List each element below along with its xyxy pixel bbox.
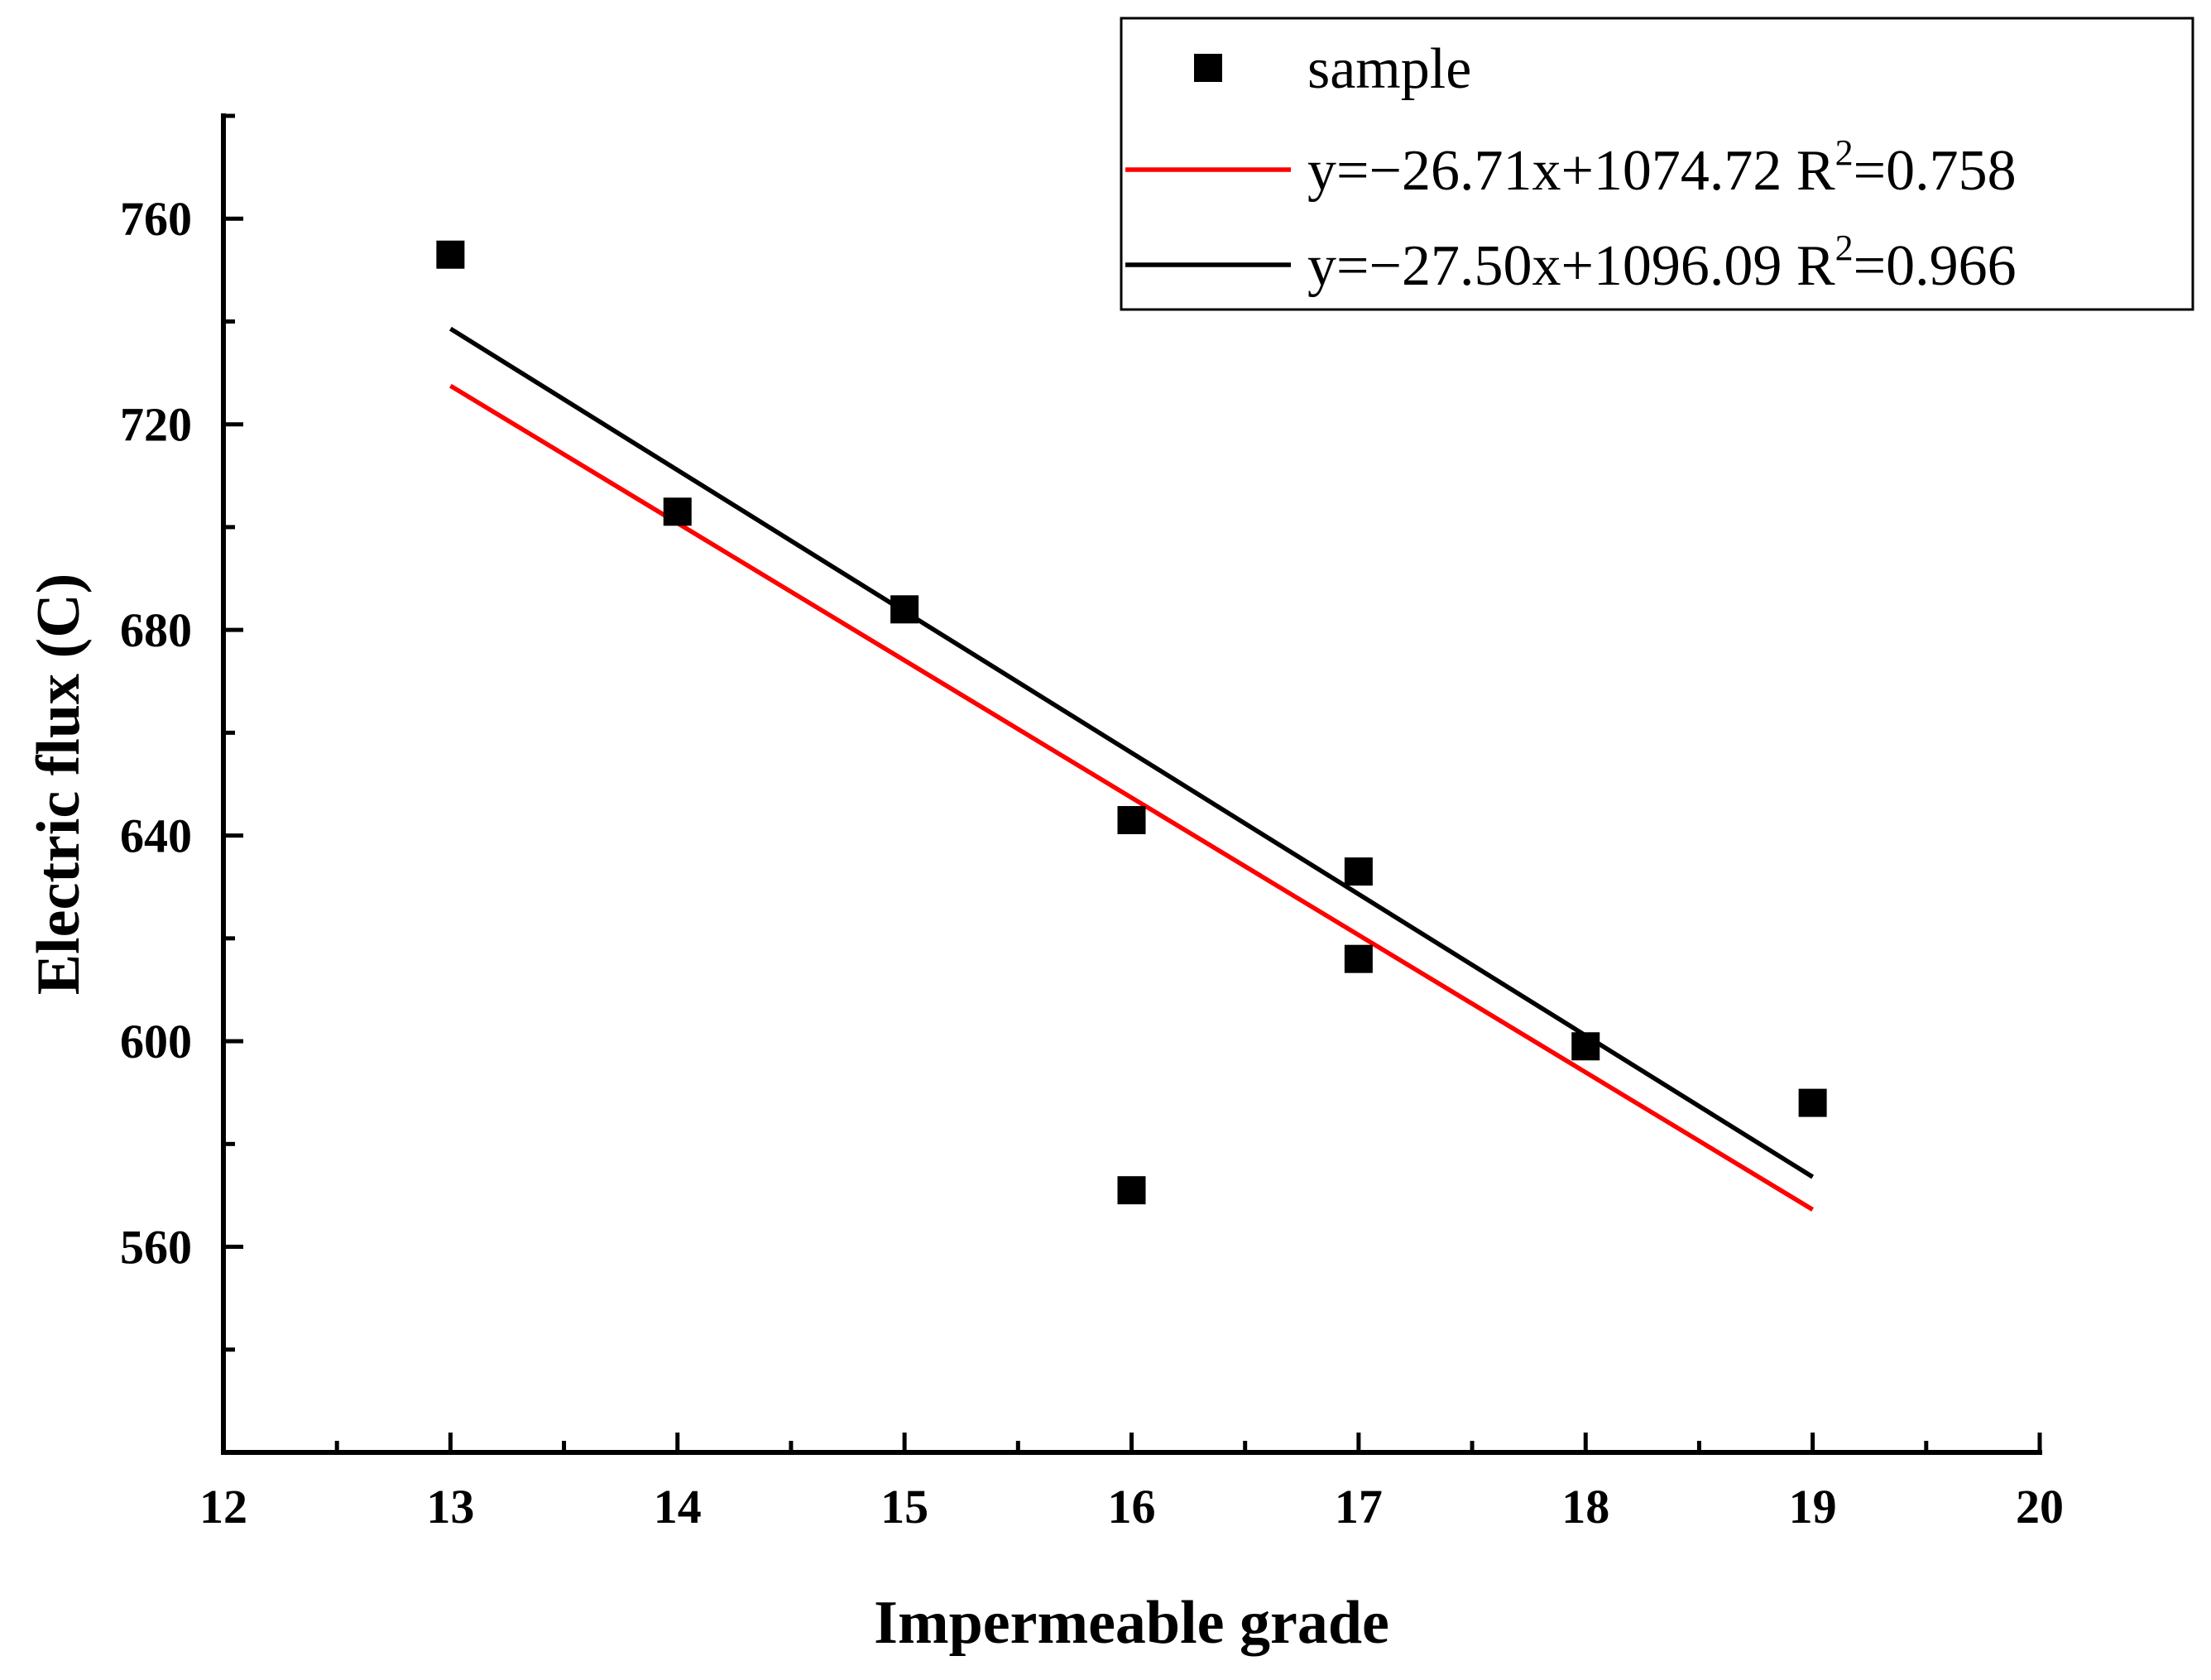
data-point xyxy=(1117,805,1146,834)
fit-line-black xyxy=(448,326,1815,1179)
x-tick-label: 18 xyxy=(1561,1480,1609,1534)
y-tick-label: 640 xyxy=(120,809,192,863)
x-tick-label: 14 xyxy=(654,1480,702,1534)
legend-label-red-fit: y=−26.71x+1074.72 R2=0.758 xyxy=(1307,132,2017,203)
y-tick-label: 680 xyxy=(120,603,192,657)
data-point xyxy=(1798,1088,1827,1117)
y-tick-label: 560 xyxy=(120,1221,192,1274)
data-point xyxy=(1117,1176,1146,1205)
data-point xyxy=(890,595,919,624)
data-point xyxy=(663,497,692,526)
legend-label-black-fit: y=−27.50x+1096.09 R2=0.966 xyxy=(1307,228,2017,298)
data-point xyxy=(1571,1032,1600,1061)
x-tick-label: 12 xyxy=(199,1480,247,1534)
fit-line-red xyxy=(448,383,1815,1212)
y-axis-title: Electric flux (C) xyxy=(25,574,93,996)
legend: sample y=−26.71x+1074.72 R2=0.758 y=−27.50… xyxy=(1120,17,2194,311)
legend-marker-square xyxy=(1194,54,1222,82)
x-tick-label: 20 xyxy=(2016,1480,2064,1534)
y-tick-label: 600 xyxy=(120,1015,192,1068)
axes: 12 13 14 15 16 17 18 19 20 560 600 640 680 720 760 xyxy=(120,113,2064,1534)
data-point xyxy=(436,240,465,269)
data-points xyxy=(436,240,1827,1205)
legend-label-sample: sample xyxy=(1307,37,1471,101)
x-tick-label: 17 xyxy=(1335,1480,1383,1534)
x-tick-label: 15 xyxy=(880,1480,928,1534)
y-tick-label: 720 xyxy=(120,398,192,452)
fit-lines xyxy=(448,326,1815,1212)
x-axis-title: Impermeable grade xyxy=(874,1589,1389,1657)
legend-box xyxy=(1120,17,2194,311)
x-tick-label: 13 xyxy=(426,1480,474,1534)
data-point xyxy=(1344,857,1373,886)
data-point xyxy=(1344,944,1373,973)
x-tick-label: 19 xyxy=(1789,1480,1837,1534)
y-tick-label: 760 xyxy=(120,192,192,246)
x-tick-label: 16 xyxy=(1108,1480,1156,1534)
